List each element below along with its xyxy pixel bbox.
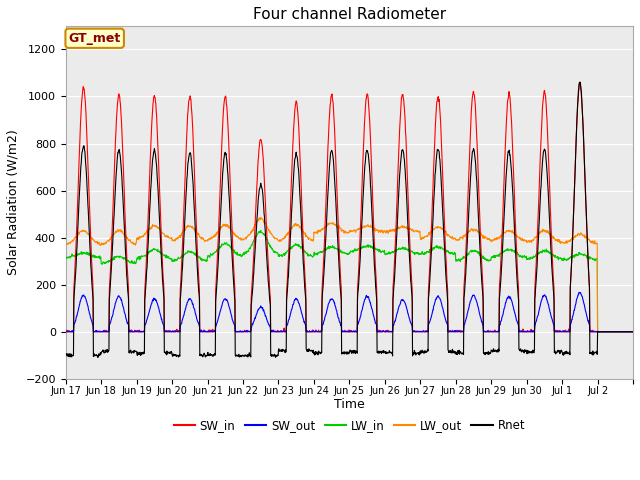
Legend: SW_in, SW_out, LW_in, LW_out, Rnet: SW_in, SW_out, LW_in, LW_out, Rnet: [169, 414, 530, 436]
X-axis label: Time: Time: [334, 398, 365, 411]
Text: GT_met: GT_met: [68, 32, 121, 45]
Y-axis label: Solar Radiation (W/m2): Solar Radiation (W/m2): [7, 130, 20, 275]
Title: Four channel Radiometer: Four channel Radiometer: [253, 7, 446, 22]
